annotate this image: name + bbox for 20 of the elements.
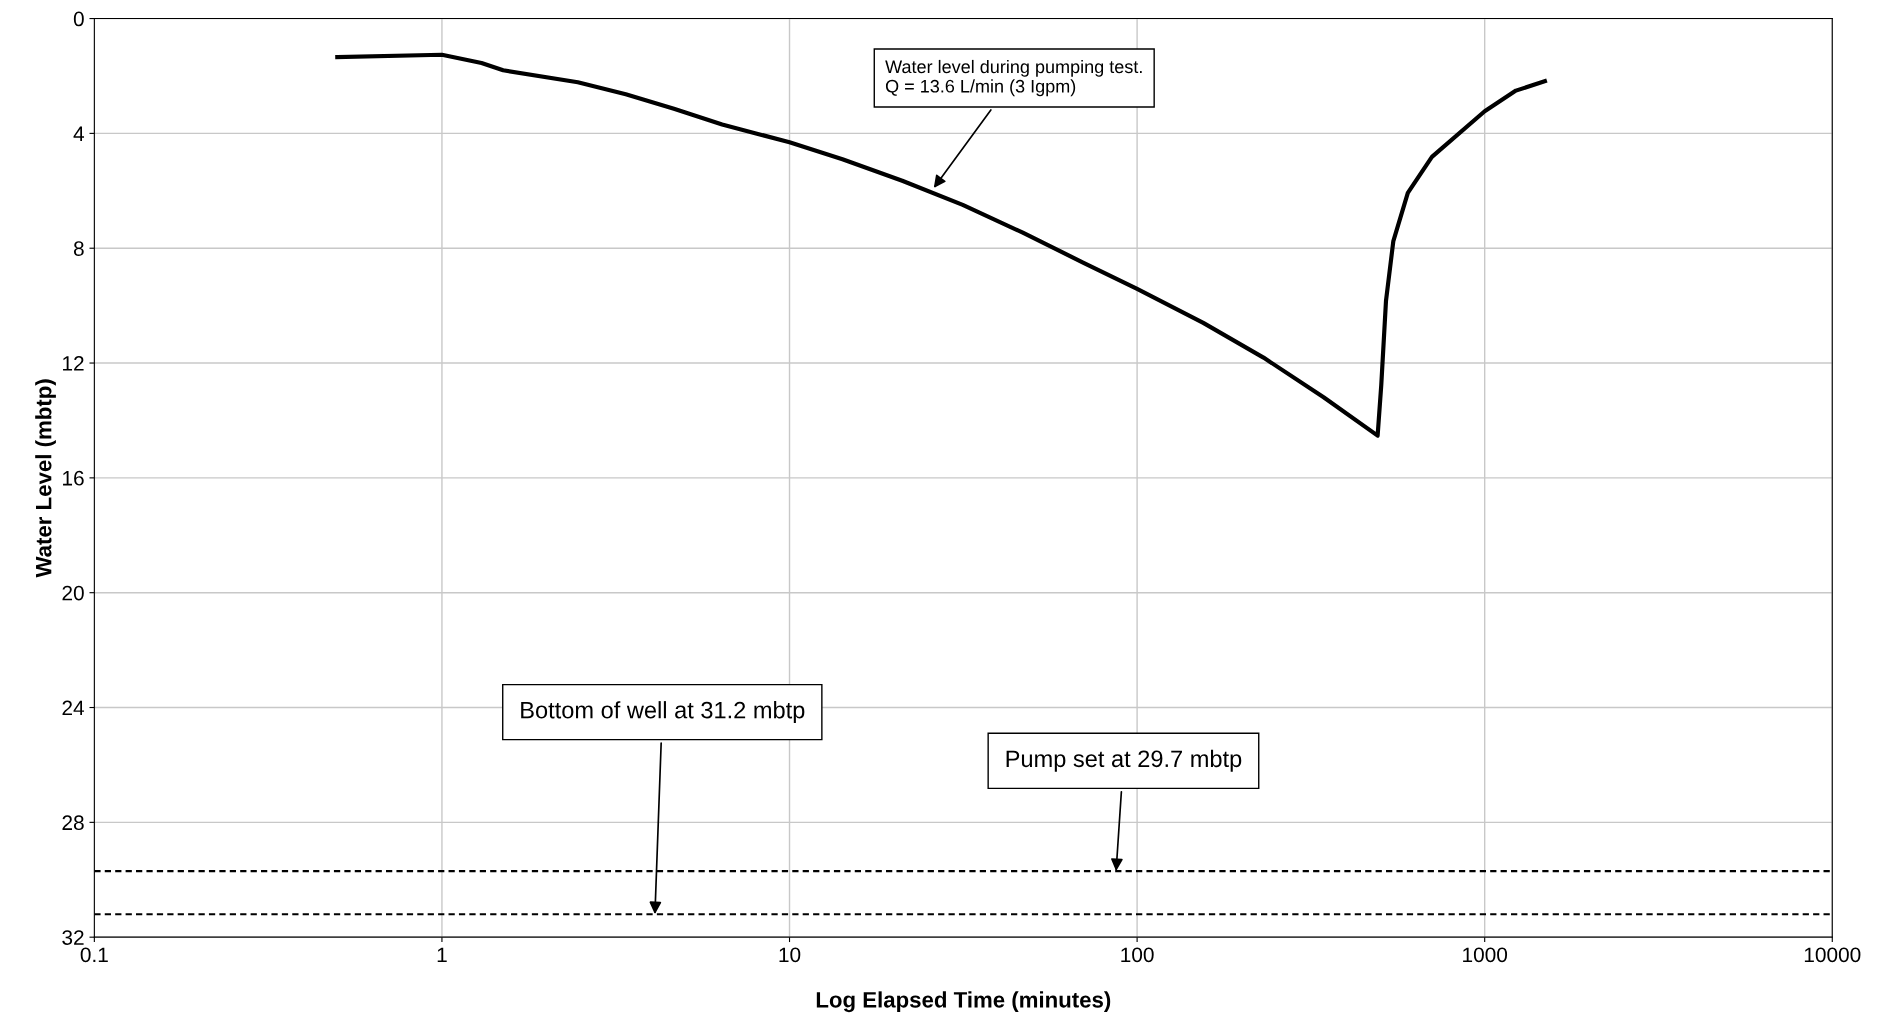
y-tick-label: 28 [62,815,84,831]
y-tick-label: 24 [62,700,85,716]
x-tick-label: 100 [1121,947,1154,963]
y-axis-title: Water Level (mbtp) [35,379,56,578]
y-tick-label: 4 [73,126,85,141]
annotation: Bottom of well at 31.2 mbtp [521,701,805,724]
annotation: Water level during pumping test. Q = 13.6 L/min (3 Igpm) [885,59,1142,97]
x-tick-label: 0.1 [80,947,108,963]
annotation: Pump set at 29.7 mbtp [1006,749,1242,772]
y-tick-label: 8 [73,241,84,256]
x-tick-label: 1 [437,947,447,962]
y-tick-label: 32 [62,930,84,945]
x-tick-label: 10000 [1804,947,1861,963]
x-tick-label: 10 [779,947,801,963]
y-tick-label: 20 [62,585,84,601]
x-axis-title: Log Elapsed Time (minutes) [816,991,1111,1013]
x-tick-label: 1000 [1463,947,1508,963]
y-tick-label: 12 [63,356,84,371]
y-tick-label: 0 [73,11,84,27]
y-tick-label: 16 [63,470,84,486]
